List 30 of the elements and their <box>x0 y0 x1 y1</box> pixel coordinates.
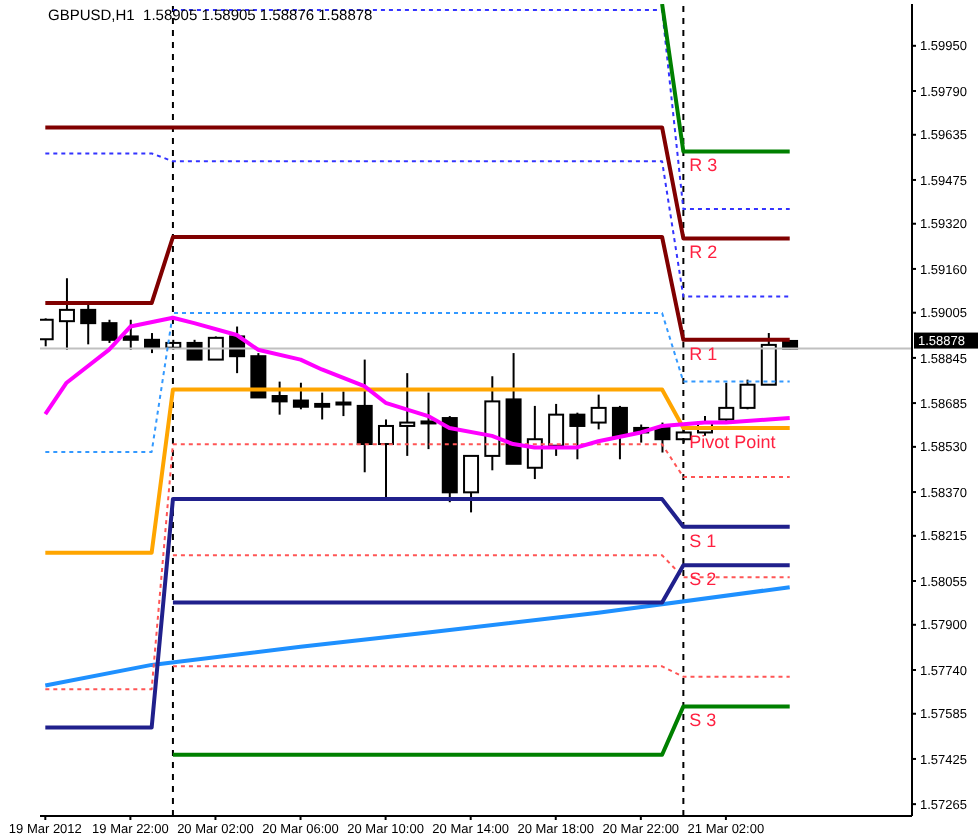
candlestick <box>399 372 416 457</box>
candlestick <box>739 378 756 411</box>
candlestick <box>463 454 480 514</box>
candlestick <box>271 380 288 416</box>
candlestick <box>58 277 75 351</box>
candlestick <box>314 391 331 421</box>
candlestick <box>356 358 373 474</box>
candlestick <box>760 332 777 386</box>
series-label: S 2 <box>689 569 717 590</box>
candlestick <box>144 332 161 355</box>
series-label: Pivot Point <box>689 431 777 452</box>
series-label: S 3 <box>689 710 717 731</box>
candlestick <box>548 402 565 457</box>
candlestick <box>292 381 309 411</box>
candlestick <box>40 317 54 348</box>
candlestick <box>377 418 394 501</box>
candlestick <box>569 411 586 461</box>
candlestick <box>101 318 118 344</box>
series-label: R 1 <box>689 343 718 364</box>
candlestick <box>611 404 628 461</box>
candlestick <box>420 391 437 451</box>
candlestick <box>590 393 607 431</box>
line-series <box>43 585 792 688</box>
candlestick <box>80 302 97 346</box>
series-label: S 1 <box>689 530 717 551</box>
candlestick <box>335 390 352 418</box>
series-label: R 2 <box>689 242 718 263</box>
candlestick <box>122 318 139 351</box>
candlestick <box>718 381 735 424</box>
series-label: R 3 <box>689 155 718 176</box>
